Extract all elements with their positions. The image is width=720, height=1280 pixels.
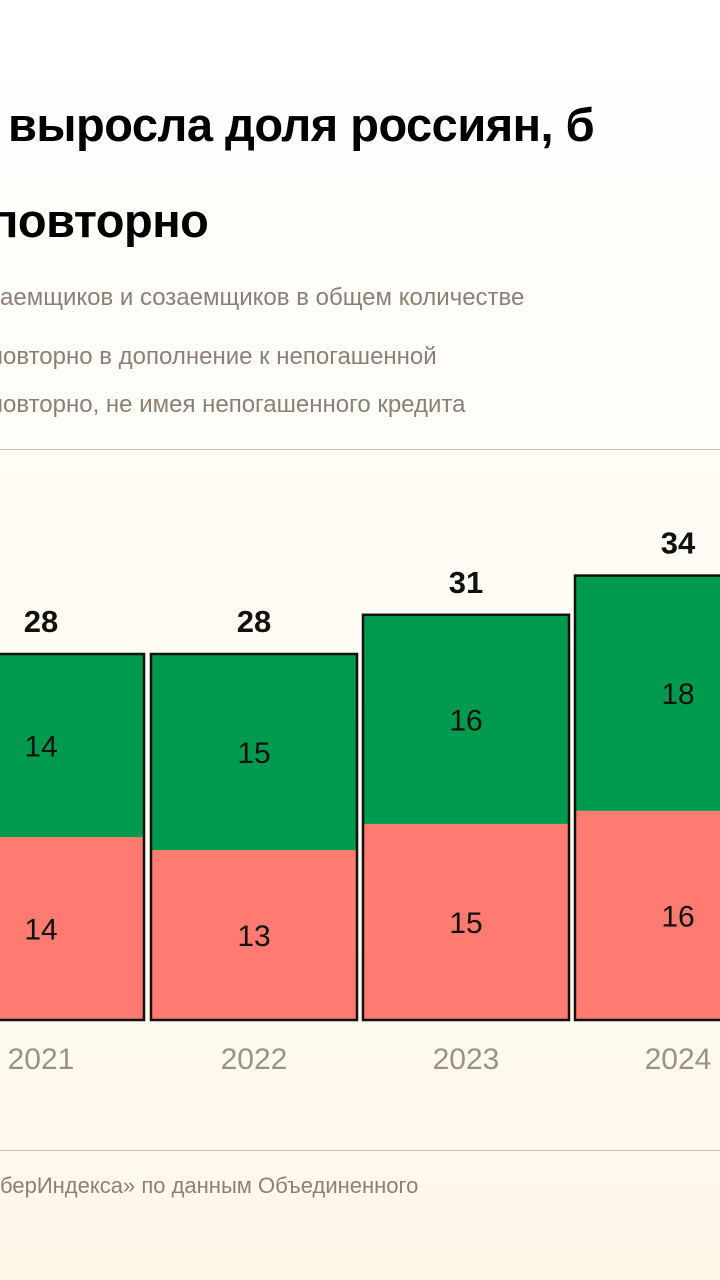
x-tick-label: 2024 (645, 1043, 712, 1076)
segment-value-label: 18 (661, 678, 694, 711)
bar-segment (151, 850, 357, 1020)
chart-title-line-1: выросла доля россиян, б (8, 98, 595, 151)
segment-value-label: 15 (449, 907, 482, 940)
legend-item-green: повторно в дополнение к непогашенной (0, 343, 437, 370)
total-value-label: 34 (661, 526, 696, 561)
x-tick-label: 2023 (433, 1043, 500, 1076)
segment-value-label: 15 (237, 737, 270, 770)
segment-value-label: 16 (661, 900, 694, 933)
total-value-label: 31 (449, 565, 483, 600)
chart-subtitle: аемщиков и созаемщиков в общем количеств… (0, 284, 525, 311)
legend-item-red: повторно, не имея непогашенного кредита (0, 391, 466, 418)
segment-value-label: 14 (24, 731, 57, 764)
total-value-label: 28 (24, 604, 58, 639)
bar-segment (575, 810, 720, 1020)
x-tick-label: 2021 (8, 1043, 75, 1076)
segment-value-label: 16 (449, 704, 482, 737)
bar-segment (363, 614, 569, 824)
source-note: берИндекса» по данным Объединенного (0, 1173, 419, 1198)
bar-segment (575, 575, 720, 811)
bar-segment (0, 837, 144, 1020)
bar-outline (149, 652, 359, 1022)
bar-outline (573, 574, 720, 1022)
divider-bottom (0, 1150, 720, 1151)
chart-title-line-2: повторно (0, 194, 209, 247)
x-tick-label: 2022 (221, 1043, 288, 1076)
bar-outline (0, 652, 146, 1022)
segment-value-label: 13 (237, 920, 270, 953)
segment-value-label: 14 (24, 914, 57, 947)
bar-segment (0, 654, 144, 837)
bar-outline (361, 613, 571, 1022)
bar-segment (363, 823, 569, 1020)
bar-segment (151, 654, 357, 851)
total-value-label: 28 (237, 604, 271, 639)
divider-top (0, 449, 720, 450)
